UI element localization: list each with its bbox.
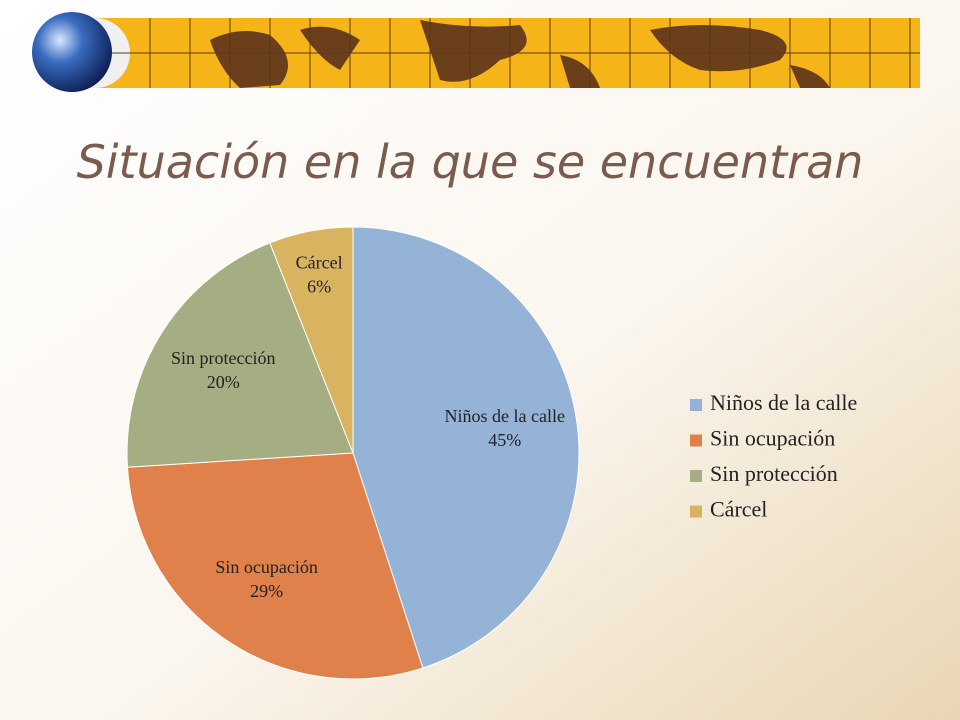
data-label-value: 6% [307, 277, 331, 297]
legend-swatch [690, 399, 702, 411]
data-label-category: Sin protección [171, 348, 275, 368]
legend-swatch [690, 470, 702, 482]
data-label-category: Niños de la calle [445, 406, 565, 426]
data-label-category: Cárcel [296, 253, 343, 273]
legend-label: Sin ocupación [710, 426, 835, 451]
data-label-category: Sin ocupación [215, 557, 317, 577]
legend-label: Niños de la calle [710, 390, 857, 415]
data-label-value: 20% [207, 372, 240, 392]
pie-slice [126, 452, 424, 680]
pie-slice [269, 226, 354, 454]
data-label-value: 29% [250, 581, 283, 601]
legend-label: Sin protección [710, 461, 838, 486]
header-banner [32, 12, 920, 92]
pie-slice [352, 226, 580, 669]
legend-label: Cárcel [710, 497, 767, 522]
pie-slice [126, 242, 354, 468]
pie-chart: Niños de la calle 45% Sin ocupación 29% Sin … [126, 226, 857, 680]
chart-title: Situación en la que se encuentran [77, 135, 864, 189]
legend-swatch [690, 505, 702, 518]
data-label-value: 45% [488, 430, 521, 450]
legend-swatch [690, 434, 702, 447]
